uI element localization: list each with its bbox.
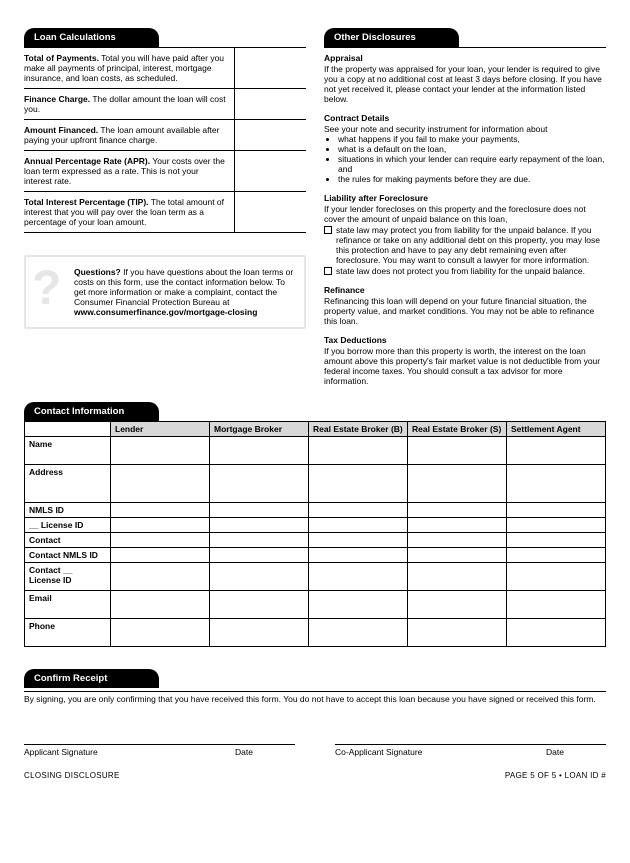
- coapplicant-signature: Co-Applicant Signature: [335, 744, 546, 757]
- calc-value-cell: [234, 192, 306, 232]
- calc-value-cell: [234, 120, 306, 150]
- bullet: the rules for making payments before the…: [338, 174, 606, 184]
- page-footer: CLOSING DISCLOSURE PAGE 5 OF 5 • LOAN ID…: [24, 771, 606, 780]
- bullet: what is a default on the loan,: [338, 144, 606, 154]
- refinance-body: Refinancing this loan will depend on you…: [324, 296, 606, 326]
- calc-title: Amount Financed.: [24, 125, 98, 135]
- liability-option: state law may protect you from liability…: [336, 225, 606, 265]
- row-header: NMLS ID: [25, 503, 111, 518]
- calc-title: Finance Charge.: [24, 94, 90, 104]
- questions-url: www.consumerfinance.gov/mortgage-closing: [74, 307, 257, 317]
- appraisal-title: Appraisal: [324, 53, 606, 63]
- row-header: Address: [25, 465, 111, 503]
- col-header: Mortgage Broker: [210, 422, 309, 437]
- col-header: Real Estate Broker (B): [309, 422, 408, 437]
- contract-intro: See your note and security instrument fo…: [324, 124, 606, 134]
- row-header: Name: [25, 437, 111, 465]
- bullet: what happens if you fail to make your pa…: [338, 134, 606, 144]
- row-header: Email: [25, 591, 111, 619]
- tax-title: Tax Deductions: [324, 335, 606, 345]
- calc-value-cell: [234, 48, 306, 88]
- checkbox[interactable]: [324, 267, 332, 275]
- calc-title: Total Interest Percentage (TIP).: [24, 197, 149, 207]
- col-header: Lender: [111, 422, 210, 437]
- row-header: __ License ID: [25, 518, 111, 533]
- calc-value-cell: [234, 89, 306, 119]
- calc-value-cell: [234, 151, 306, 191]
- contact-header: Contact Information: [24, 402, 159, 421]
- refinance-title: Refinance: [324, 285, 606, 295]
- questions-title: Questions?: [74, 267, 121, 277]
- confirm-header: Confirm Receipt: [24, 669, 159, 688]
- footer-left: CLOSING DISCLOSURE: [24, 771, 120, 780]
- liability-title: Liability after Foreclosure: [324, 193, 606, 203]
- applicant-signature: Applicant Signature: [24, 744, 235, 757]
- col-header: Settlement Agent: [507, 422, 606, 437]
- date-label: Date: [235, 744, 295, 757]
- row-header: Contact NMLS ID: [25, 548, 111, 563]
- liability-intro: If your lender forecloses on this proper…: [324, 204, 606, 224]
- confirm-body: By signing, you are only confirming that…: [24, 691, 606, 704]
- calc-title: Annual Percentage Rate (APR).: [24, 156, 150, 166]
- checkbox[interactable]: [324, 226, 332, 234]
- contact-table: Lender Mortgage Broker Real Estate Broke…: [24, 421, 606, 647]
- loan-calc-header: Loan Calculations: [24, 28, 159, 47]
- contract-bullets: what happens if you fail to make your pa…: [324, 134, 606, 184]
- tax-body: If you borrow more than this property is…: [324, 346, 606, 386]
- loan-calc-table: Total of Payments. Total you will have p…: [24, 47, 306, 233]
- liability-option: state law does not protect you from liab…: [336, 266, 585, 276]
- corner-cell: [25, 422, 111, 437]
- questions-box: ? Questions? If you have questions about…: [24, 255, 306, 329]
- row-header: Contact __ License ID: [25, 563, 111, 591]
- col-header: Real Estate Broker (S): [408, 422, 507, 437]
- date-label: Date: [546, 744, 606, 757]
- appraisal-body: If the property was appraised for your l…: [324, 64, 606, 104]
- row-header: Phone: [25, 619, 111, 647]
- question-mark-icon: ?: [32, 265, 61, 313]
- footer-right: PAGE 5 OF 5 • LOAN ID #: [505, 771, 606, 780]
- contract-title: Contract Details: [324, 113, 606, 123]
- disclosures-body: Appraisal If the property was appraised …: [324, 47, 606, 386]
- bullet: situations in which your lender can requ…: [338, 154, 606, 174]
- calc-title: Total of Payments.: [24, 53, 99, 63]
- other-disclosures-header: Other Disclosures: [324, 28, 459, 47]
- row-header: Contact: [25, 533, 111, 548]
